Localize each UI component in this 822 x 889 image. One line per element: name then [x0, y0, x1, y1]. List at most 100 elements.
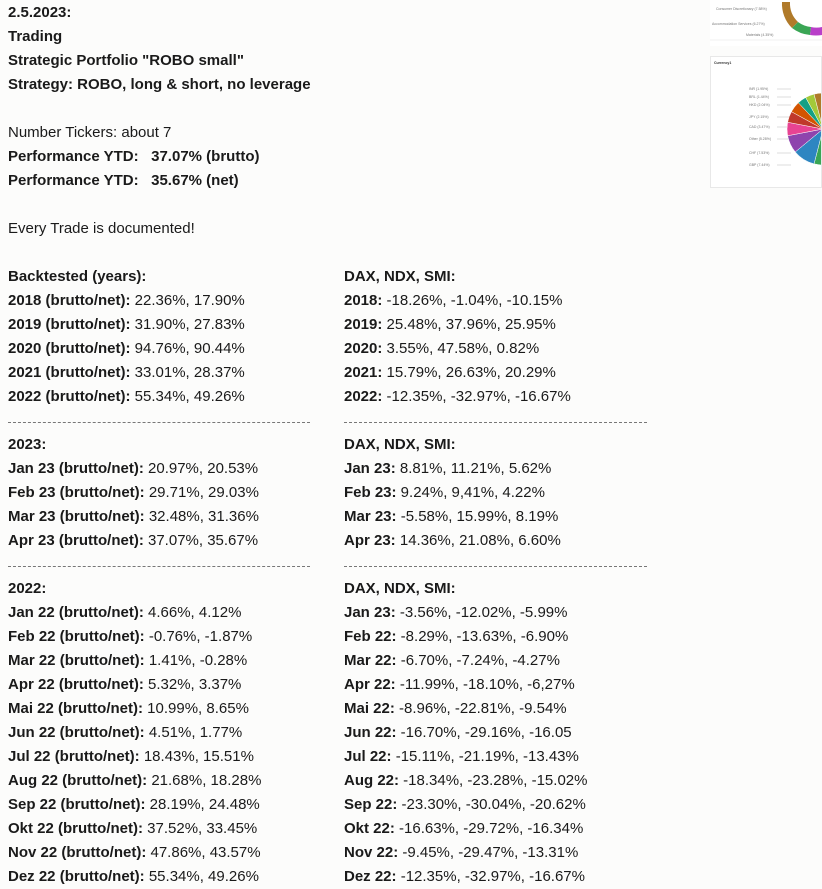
result-row: Nov 22: -9.45%, -29.47%, -13.31%: [344, 841, 578, 865]
performance-brutto: Performance YTD: 37.07% (brutto): [8, 145, 259, 169]
row-value: 14.36%, 21.08%, 6.60%: [395, 532, 561, 549]
result-row: 2019 (brutto/net): 31.90%, 27.83%: [8, 313, 245, 337]
row-label: 2018 (brutto/net):: [8, 292, 131, 309]
post-category: Trading: [8, 28, 63, 45]
row-value: 1.41%, -0.28%: [144, 652, 248, 669]
result-row: 2020 (brutto/net): 94.76%, 90.44%: [8, 337, 245, 361]
row-value: 47.86%, 43.57%: [146, 844, 261, 861]
result-row: Nov 22 (brutto/net): 47.86%, 43.57%: [8, 841, 261, 865]
row-label: Dez 22 (brutto/net):: [8, 868, 145, 885]
currency-pie-chart: [777, 88, 821, 166]
result-row: Jan 23: -3.56%, -12.02%, -5.99%: [344, 601, 567, 625]
row-value: 37.52%, 33.45%: [143, 820, 258, 837]
row-value: 25.48%, 37.96%, 25.95%: [382, 316, 556, 333]
result-row: 2019: 25.48%, 37.96%, 25.95%: [344, 313, 556, 337]
row-value: -16.63%, -29.72%, -16.34%: [394, 820, 584, 837]
row-label: Feb 23 (brutto/net):: [8, 484, 145, 501]
row-label: 2020:: [344, 340, 383, 357]
result-row: 2018: -18.26%, -1.04%, -10.15%: [344, 289, 562, 313]
row-label: Feb 22:: [344, 628, 397, 645]
divider: [344, 566, 647, 567]
row-label: Apr 23:: [344, 532, 396, 549]
performance-value: 37.07% (brutto): [151, 148, 260, 165]
post-date: 2.5.2023:: [8, 4, 72, 21]
result-row: Jun 22 (brutto/net): 4.51%, 1.77%: [8, 721, 242, 745]
result-row: Aug 22: -18.34%, -23.28%, -15.02%: [344, 769, 587, 793]
result-row: Mar 22 (brutto/net): 1.41%, -0.28%: [8, 649, 247, 673]
row-label: Apr 22:: [344, 676, 396, 693]
result-row: 2020: 3.55%, 47.58%, 0.82%: [344, 337, 539, 361]
result-row: Mai 22: -8.96%, -22.81%, -9.54%: [344, 697, 567, 721]
row-label: Mar 23 (brutto/net):: [8, 508, 145, 525]
result-row: Aug 22 (brutto/net): 21.68%, 18.28%: [8, 769, 261, 793]
result-row: Sep 22: -23.30%, -30.04%, -20.62%: [344, 793, 586, 817]
row-label: Mai 22:: [344, 700, 395, 717]
currency-label: BRL (1.44%): [749, 95, 769, 99]
result-row: Feb 23: 9.24%, 9,41%, 4.22%: [344, 481, 545, 505]
currency-label: GBP (7.44%): [749, 163, 770, 167]
row-label: 2019 (brutto/net):: [8, 316, 131, 333]
result-row: Jul 22: -15.11%, -21.19%, -13.43%: [344, 745, 579, 769]
row-value: -9.45%, -29.47%, -13.31%: [398, 844, 579, 861]
year-2022-heading: 2022:: [8, 580, 47, 597]
result-row: Feb 22 (brutto/net): -0.76%, -1.87%: [8, 625, 252, 649]
row-label: 2022:: [344, 388, 383, 405]
row-label: Mar 22:: [344, 652, 397, 669]
row-value: -12.35%, -32.97%, -16.67%: [396, 868, 585, 885]
row-label: Nov 22 (brutto/net):: [8, 844, 147, 861]
result-row: Jun 22: -16.70%, -29.16%, -16.05: [344, 721, 572, 745]
row-label: Jun 22 (brutto/net):: [8, 724, 145, 741]
row-label: Jan 23:: [344, 460, 396, 477]
row-value: 31.90%, 27.83%: [130, 316, 245, 333]
row-value: 18.43%, 15.51%: [139, 748, 254, 765]
result-row: Dez 22 (brutto/net): 55.34%, 49.26%: [8, 865, 259, 889]
result-row: 2021: 15.79%, 26.63%, 20.29%: [344, 361, 556, 385]
documented-note: Every Trade is documented!: [8, 220, 195, 237]
result-row: Apr 22: -11.99%, -18.10%, -6,27%: [344, 673, 575, 697]
currency-label: HKD (2.04%): [749, 103, 770, 107]
row-value: 15.79%, 26.63%, 20.29%: [382, 364, 556, 381]
row-label: Apr 22 (brutto/net):: [8, 676, 144, 693]
row-value: 4.51%, 1.77%: [144, 724, 243, 741]
row-label: Jul 22 (brutto/net):: [8, 748, 140, 765]
donut-segment: [781, 2, 798, 28]
row-label: 2020 (brutto/net):: [8, 340, 131, 357]
row-value: 55.34%, 49.26%: [144, 868, 259, 885]
result-row: Okt 22 (brutto/net): 37.52%, 33.45%: [8, 817, 257, 841]
result-row: Jul 22 (brutto/net): 18.43%, 15.51%: [8, 745, 254, 769]
result-row: Jan 22 (brutto/net): 4.66%, 4.12%: [8, 601, 241, 625]
result-row: Dez 22: -12.35%, -32.97%, -16.67%: [344, 865, 585, 889]
result-row: Jan 23: 8.81%, 11.21%, 5.62%: [344, 457, 551, 481]
result-row: 2021 (brutto/net): 33.01%, 28.37%: [8, 361, 245, 385]
row-value: 37.07%, 35.67%: [143, 532, 259, 549]
row-value: 55.34%, 49.26%: [130, 388, 245, 405]
sector-label: Consumer Discretionary (7.58%): [716, 7, 767, 11]
result-row: 2022: -12.35%, -32.97%, -16.67%: [344, 385, 571, 409]
row-label: Aug 22 (brutto/net):: [8, 772, 148, 789]
row-value: -23.30%, -30.04%, -20.62%: [397, 796, 586, 813]
result-row: Mai 22 (brutto/net): 10.99%, 8.65%: [8, 697, 249, 721]
row-value: 32.48%, 31.36%: [144, 508, 259, 525]
index-heading: DAX, NDX, SMI:: [344, 580, 456, 597]
row-label: Dez 22:: [344, 868, 397, 885]
row-label: Sep 22 (brutto/net):: [8, 796, 146, 813]
sector-allocation-thumbnail[interactable]: Consumer Discretionary (7.58%) Accommoda…: [710, 0, 822, 46]
row-value: -6.70%, -7.24%, -4.27%: [396, 652, 560, 669]
performance-label: Performance YTD:: [8, 172, 139, 189]
row-label: 2018:: [344, 292, 383, 309]
row-value: -15.11%, -21.19%, -13.43%: [391, 748, 579, 765]
row-value: 8.81%, 11.21%, 5.62%: [395, 460, 552, 477]
result-row: Sep 22 (brutto/net): 28.19%, 24.48%: [8, 793, 260, 817]
row-value: 4.66%, 4.12%: [143, 604, 242, 621]
result-row: 2022 (brutto/net): 55.34%, 49.26%: [8, 385, 245, 409]
portfolio-title: Strategic Portfolio "ROBO small": [8, 52, 244, 69]
row-label: Jan 22 (brutto/net):: [8, 604, 144, 621]
row-label: Nov 22:: [344, 844, 399, 861]
row-value: 20.97%, 20.53%: [143, 460, 259, 477]
currency-allocation-thumbnail[interactable]: Currency1 INR (1.95%) BRL (1.44%) HKD (2.0…: [710, 56, 822, 188]
row-label: 2021:: [344, 364, 383, 381]
row-label: Okt 22 (brutto/net):: [8, 820, 143, 837]
tickers-count: Number Tickers: about 7: [8, 124, 172, 141]
row-label: Aug 22:: [344, 772, 400, 789]
currency-label: INR (1.95%): [749, 87, 769, 91]
